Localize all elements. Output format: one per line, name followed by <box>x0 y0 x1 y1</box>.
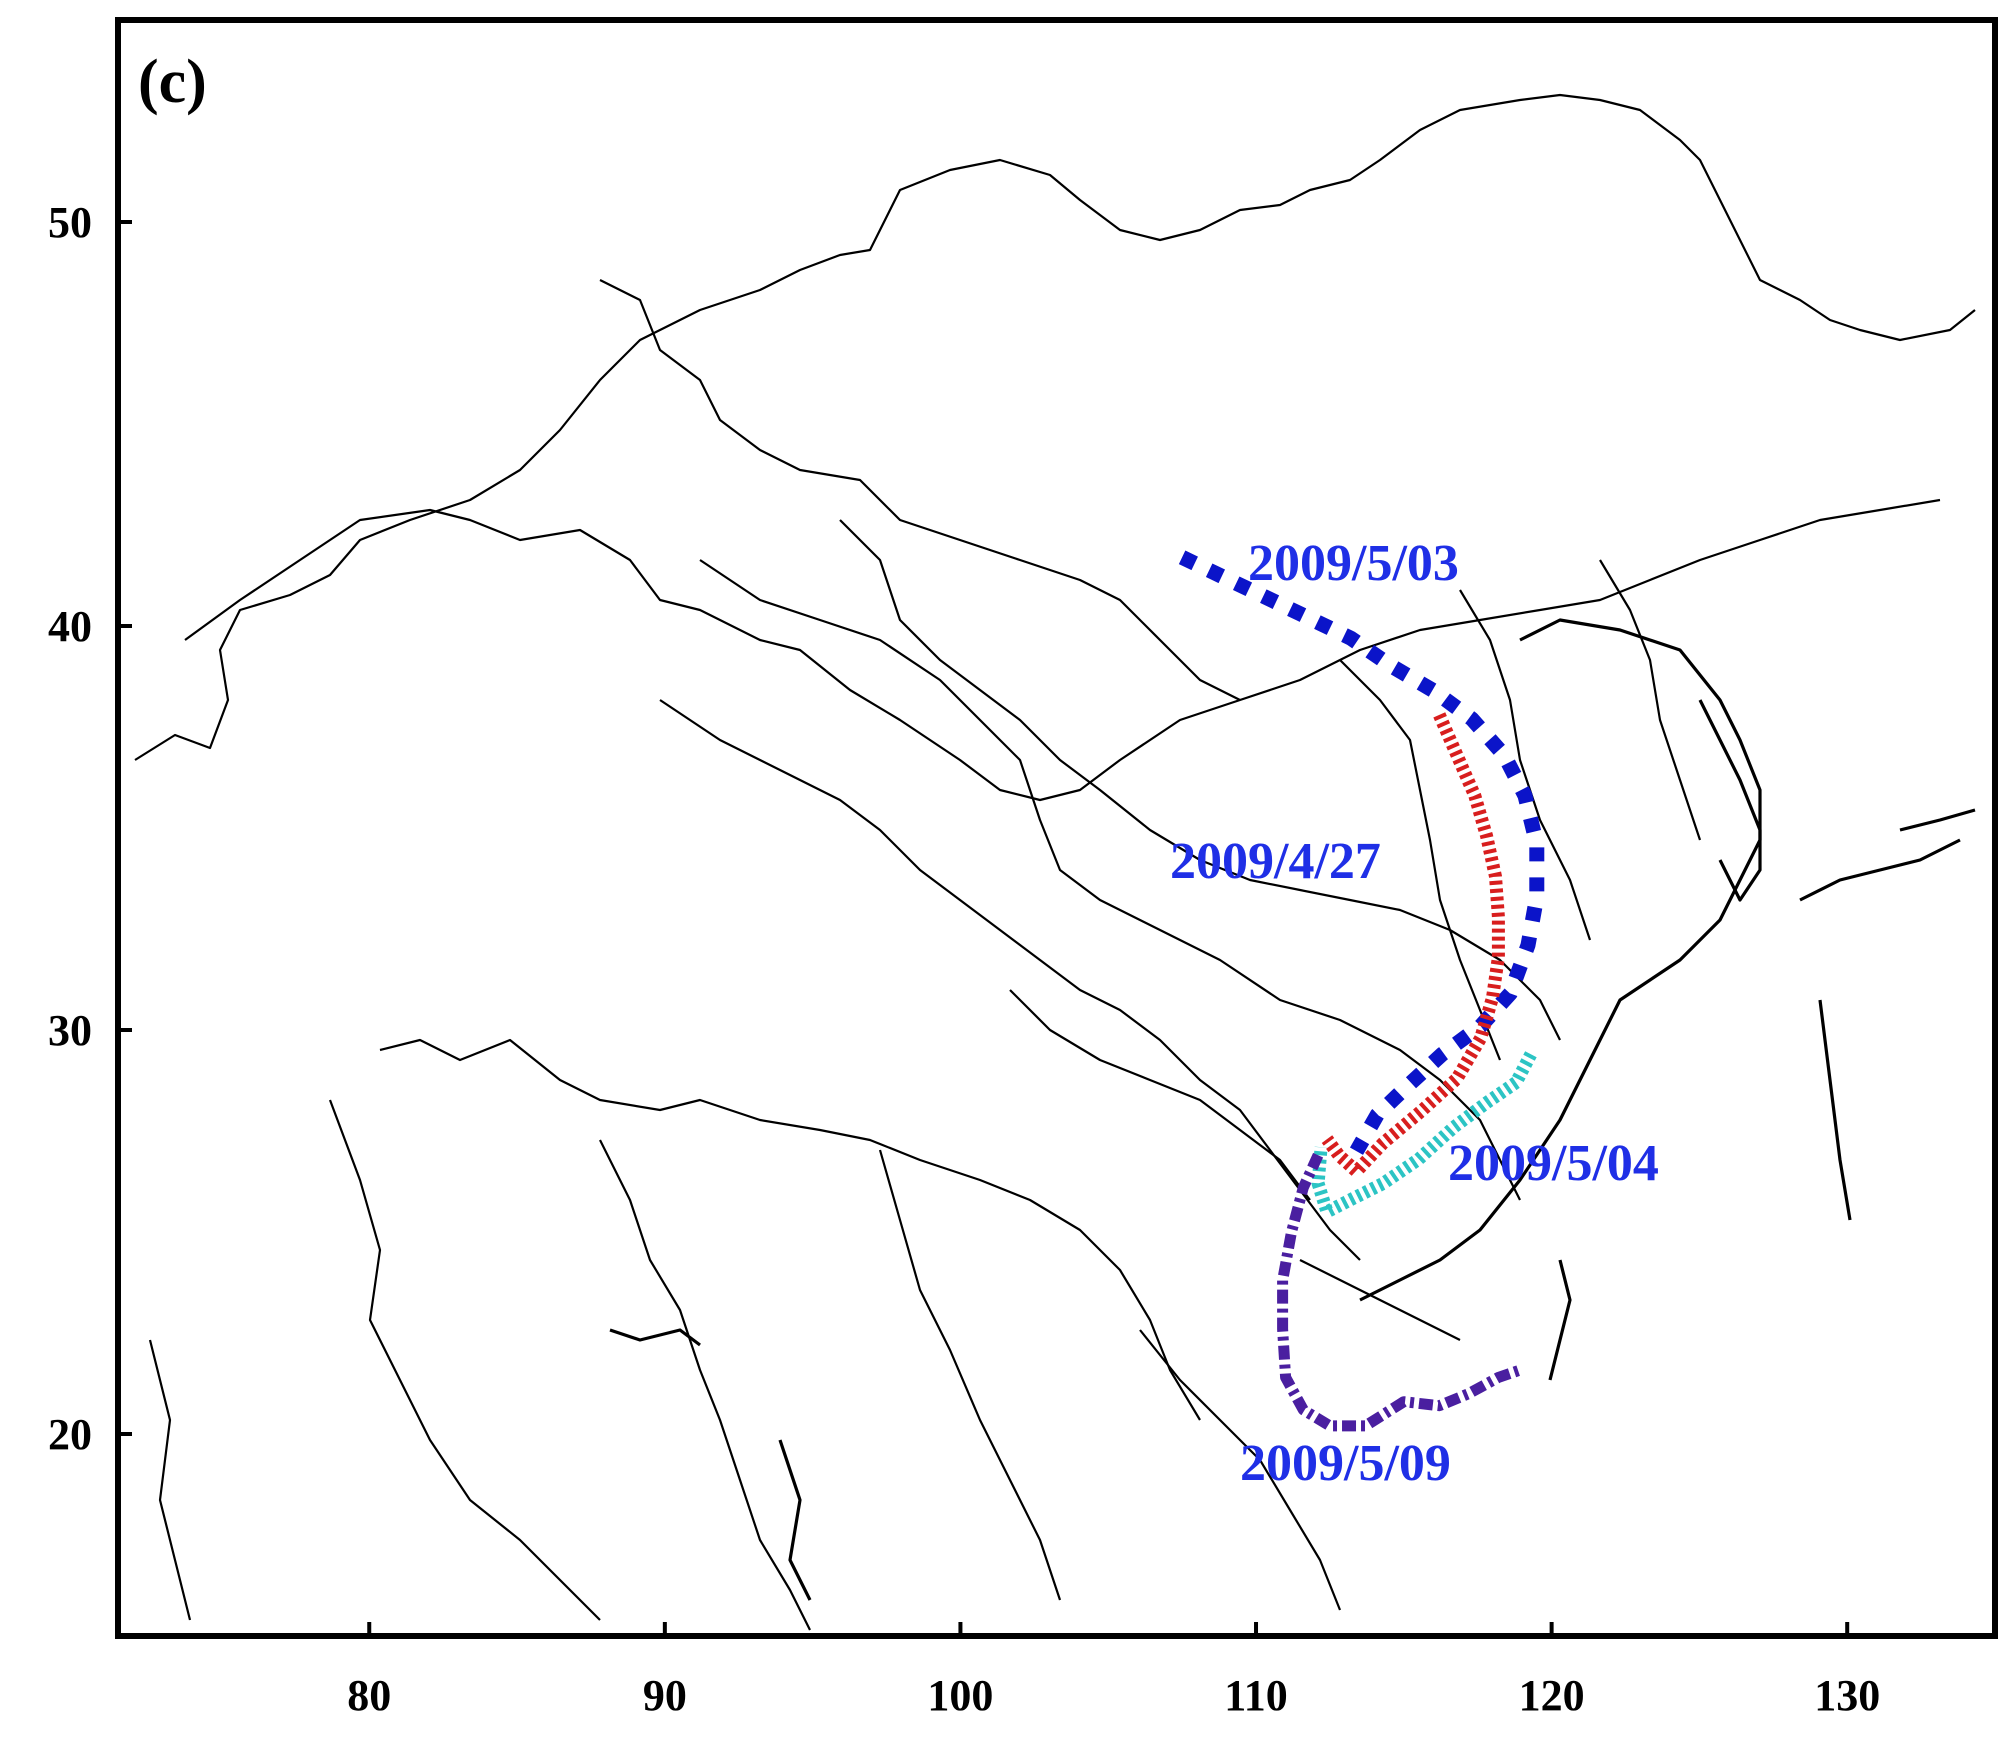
front-2009-05-03-line <box>1178 550 1545 1155</box>
front-lines <box>1178 550 1545 1432</box>
x-tick-label: 90 <box>643 1671 687 1720</box>
panel-label: (c) <box>138 48 207 116</box>
coastline <box>1359 618 1762 1302</box>
region-boundaries <box>184 498 1941 802</box>
front-2009-05-09-line <box>1277 1152 1524 1432</box>
front-label-2009-05-04: 2009/5/04 <box>1448 1135 1659 1192</box>
front-label-2009-05-09: 2009/5/09 <box>1240 1435 1451 1492</box>
front-label-2009-05-03: 2009/5/03 <box>1248 535 1459 592</box>
x-tick-label: 80 <box>347 1671 391 1720</box>
country-boundaries <box>134 93 1976 761</box>
front-2009-04-27-line <box>1321 712 1505 1178</box>
map-frame <box>115 17 1998 1639</box>
x-tick-label: 120 <box>1519 1671 1585 1720</box>
y-axis-ticks: 50 40 30 20 <box>48 198 132 1459</box>
y-tick-label: 50 <box>48 198 92 247</box>
y-tick-label: 40 <box>48 602 92 651</box>
x-tick-label: 100 <box>927 1671 993 1720</box>
front-2009-05-04-line <box>1311 1051 1537 1219</box>
x-tick-label: 110 <box>1224 1671 1288 1720</box>
front-label-2009-04-27: 2009/4/27 <box>1170 833 1381 890</box>
x-tick-label: 130 <box>1814 1671 1880 1720</box>
x-axis-ticks: 80 90 100 110 120 130 <box>347 1622 1880 1720</box>
y-tick-label: 30 <box>48 1006 92 1055</box>
y-tick-label: 20 <box>48 1410 92 1459</box>
boundary-layer <box>134 93 1976 1631</box>
